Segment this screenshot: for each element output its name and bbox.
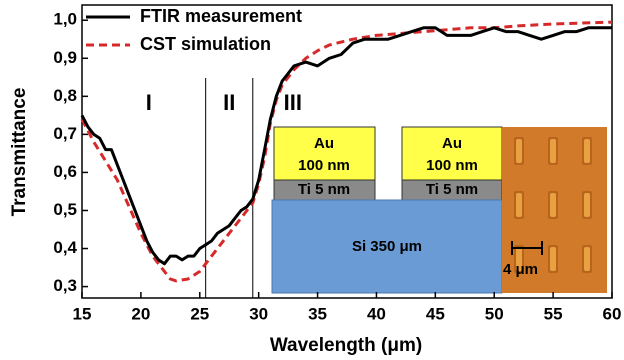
y-tick-label: 0,4 bbox=[53, 238, 77, 257]
y-tick-label: 0,9 bbox=[53, 48, 77, 67]
y-tick-label: 0,6 bbox=[53, 162, 77, 181]
x-tick-label: 40 bbox=[367, 304, 386, 323]
region-label: I bbox=[146, 90, 152, 115]
legend-label: CST simulation bbox=[140, 34, 271, 54]
y-tick-label: 0,5 bbox=[53, 200, 77, 219]
metal-thickness: 100 nm bbox=[426, 157, 478, 174]
y-tick-label: 0,3 bbox=[53, 276, 77, 295]
metal-label: Au bbox=[442, 135, 462, 152]
scale-bar-label: 4 μm bbox=[503, 261, 538, 278]
x-tick-label: 20 bbox=[131, 304, 150, 323]
x-axis-title: Wavelength (μm) bbox=[270, 335, 422, 356]
substrate-label: Si 350 μm bbox=[352, 238, 422, 255]
adhesion-label: Ti 5 nm bbox=[426, 181, 478, 198]
y-tick-label: 0,7 bbox=[53, 124, 77, 143]
x-tick-label: 35 bbox=[308, 304, 327, 323]
chart: Au 100 nm Au 100 nm Ti 5 nm Ti 5 nm Si 3… bbox=[0, 0, 624, 360]
metal-thickness: 100 nm bbox=[298, 157, 350, 174]
x-tick-label: 50 bbox=[485, 304, 504, 323]
inset: Au 100 nm Au 100 nm Ti 5 nm Ti 5 nm Si 3… bbox=[272, 127, 607, 293]
x-tick-label: 25 bbox=[190, 304, 209, 323]
x-tick-label: 60 bbox=[603, 304, 622, 323]
metal-label: Au bbox=[314, 135, 334, 152]
y-tick-label: 0,8 bbox=[53, 86, 77, 105]
region-label: II bbox=[223, 90, 235, 115]
y-tick-label: 1,0 bbox=[53, 10, 77, 29]
y-axis-title: Transmittance bbox=[9, 88, 30, 217]
adhesion-label: Ti 5 nm bbox=[298, 181, 350, 198]
x-tick-label: 45 bbox=[426, 304, 445, 323]
x-tick-label: 55 bbox=[544, 304, 563, 323]
x-tick-label: 15 bbox=[73, 304, 92, 323]
region-label: III bbox=[284, 90, 302, 115]
legend-label: FTIR measurement bbox=[140, 6, 302, 26]
x-tick-label: 30 bbox=[249, 304, 268, 323]
